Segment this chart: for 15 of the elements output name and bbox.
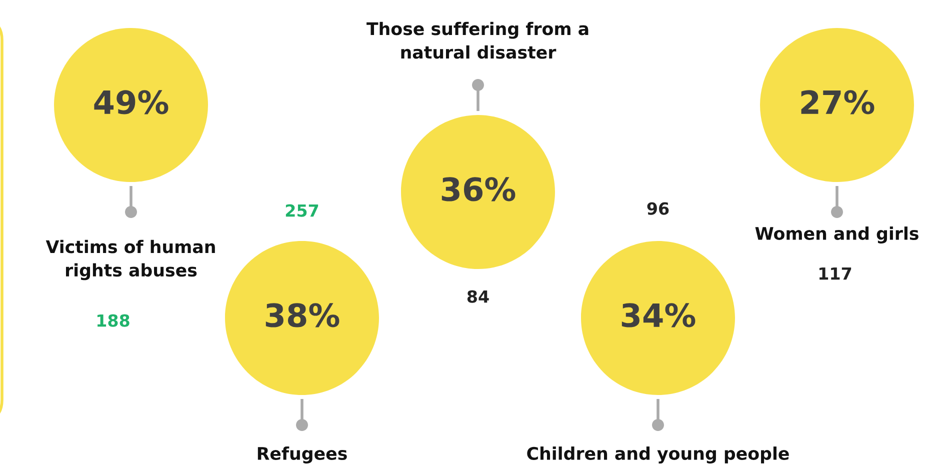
- text: 257: [286, 204, 318, 217]
- data-label: 27%: [801, 90, 874, 114]
- text: 84: [467, 290, 489, 303]
- text: 188: [97, 314, 130, 327]
- text: 96: [647, 202, 669, 215]
- data-label: 34%: [622, 303, 696, 328]
- data-label: 38%: [266, 303, 340, 328]
- category-label: Victims of human rights abuses: [46, 240, 215, 280]
- text: 117: [819, 267, 852, 280]
- category-label: Those suffering from a natural disaster: [366, 22, 588, 59]
- category-label: Women and girls: [755, 226, 918, 244]
- data-label: 49%: [94, 90, 168, 114]
- category-label: Refugees: [258, 446, 347, 464]
- data-label: 36%: [442, 177, 516, 202]
- category-label: Children and young people: [527, 446, 789, 464]
